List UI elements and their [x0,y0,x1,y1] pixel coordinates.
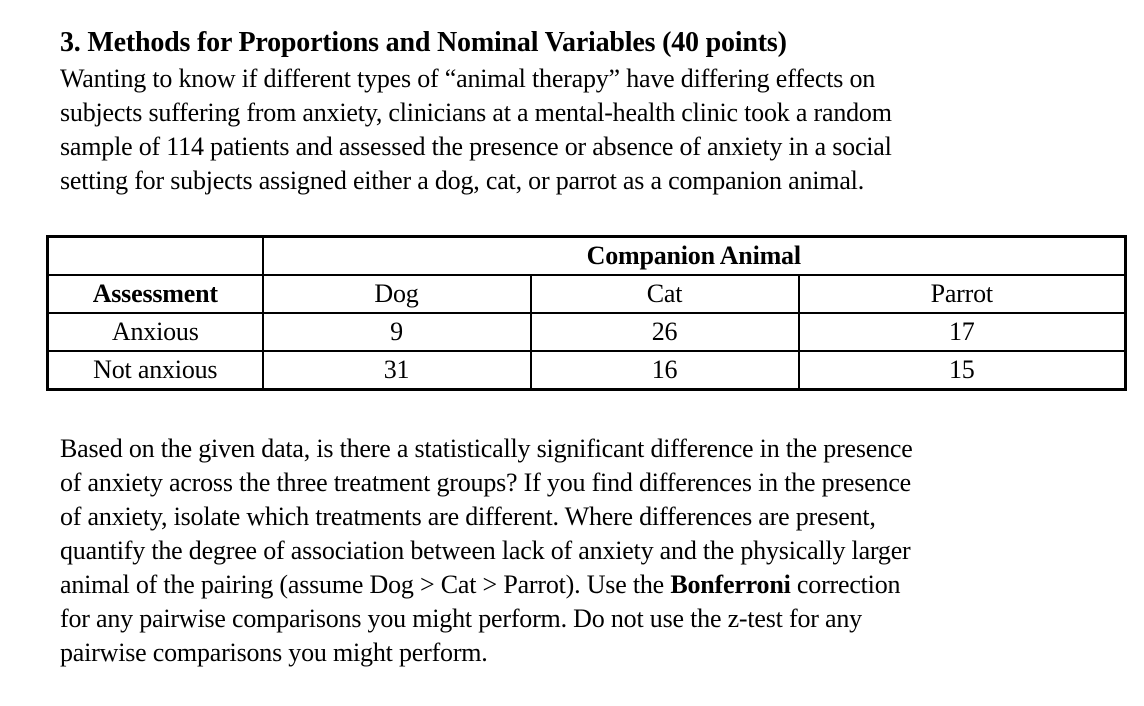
bonferroni-bold-text: Bonferroni [670,570,791,599]
table-col-header-dog: Dog [261,274,532,314]
table-row-anxious: Anxious 9 26 17 [46,312,1127,352]
table-row-column-headers: Assessment Dog Cat Parrot [46,274,1127,314]
cell-anxious-parrot: 17 [797,312,1127,352]
document-page: 3. Methods for Proportions and Nominal V… [0,24,1144,706]
table-row-header-assessment: Assessment [46,274,264,314]
table-col-header-cat: Cat [529,274,800,314]
companion-animal-table: Companion Animal Assessment Dog Cat Parr… [46,235,1127,391]
question-paragraph: Based on the given data, is there a stat… [60,432,1144,670]
row-label-not-anxious: Not anxious [46,350,264,391]
table-row-not-anxious: Not anxious 31 16 15 [46,350,1127,391]
row-label-anxious: Anxious [46,312,264,352]
cell-anxious-dog: 9 [261,312,532,352]
question-text-after-bold: correction for any pairwise comparisons … [60,570,901,667]
table-row-span-header: Companion Animal [46,235,1127,276]
intro-paragraph: Wanting to know if different types of “a… [60,64,892,195]
cell-not-anxious-parrot: 15 [797,350,1127,391]
table-span-header: Companion Animal [261,235,1127,276]
table-col-header-parrot: Parrot [797,274,1127,314]
question-text-before-bold: Based on the given data, is there a stat… [60,434,913,599]
cell-not-anxious-dog: 31 [261,350,532,391]
question-title: 3. Methods for Proportions and Nominal V… [60,27,787,58]
cell-anxious-cat: 26 [529,312,800,352]
cell-not-anxious-cat: 16 [529,350,800,391]
table-corner-cell [46,235,264,276]
